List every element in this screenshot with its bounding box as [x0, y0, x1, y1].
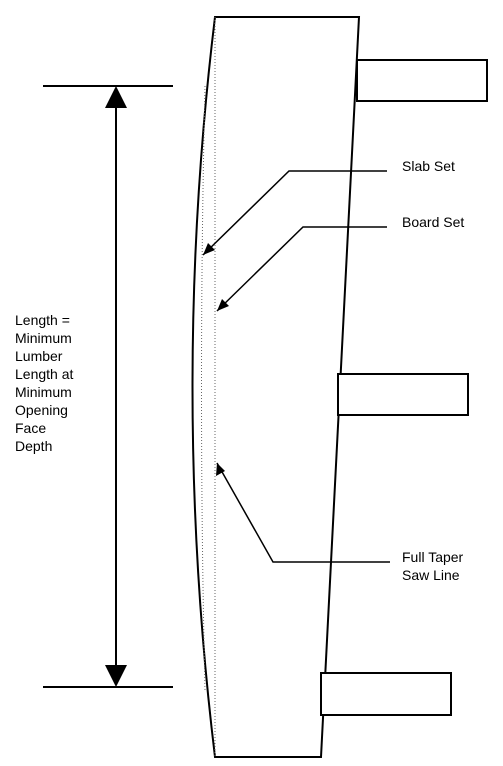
- board-set-arrowhead: [217, 299, 229, 311]
- slab-set-leader: [202, 170, 387, 256]
- knee-bottom: [320, 672, 452, 716]
- full-taper-arrowhead: [216, 463, 225, 476]
- knee-top: [356, 59, 488, 102]
- length-label-line: Minimum: [15, 384, 72, 400]
- length-label: Length = Minimum Lumber Length at Minimu…: [15, 311, 73, 455]
- length-label-line: Length at: [15, 366, 74, 382]
- full-taper-label-line: Saw Line: [402, 567, 460, 583]
- length-label-line: Face: [15, 420, 47, 436]
- full-taper-leader: [216, 462, 390, 563]
- slab-set-label: Slab Set: [402, 158, 455, 174]
- full-taper-label: Full Taper Saw Line: [402, 548, 463, 584]
- length-label-line: Length =: [15, 312, 70, 328]
- slab-set-line: [201, 85, 206, 691]
- dimension-arrowhead-up: [105, 86, 127, 108]
- board-set-label: Board Set: [402, 214, 465, 230]
- full-taper-label-line: Full Taper: [402, 549, 464, 565]
- board-set-leader: [216, 226, 387, 312]
- log-outline: [191, 16, 361, 758]
- dimension-arrowhead-down: [105, 665, 127, 687]
- length-label-line: Lumber: [15, 348, 63, 364]
- knee-middle: [337, 373, 469, 416]
- length-label-line: Depth: [15, 438, 53, 454]
- length-label-line: Minimum: [15, 330, 72, 346]
- length-label-line: Opening: [15, 402, 68, 418]
- slab-set-arrowhead: [203, 243, 215, 255]
